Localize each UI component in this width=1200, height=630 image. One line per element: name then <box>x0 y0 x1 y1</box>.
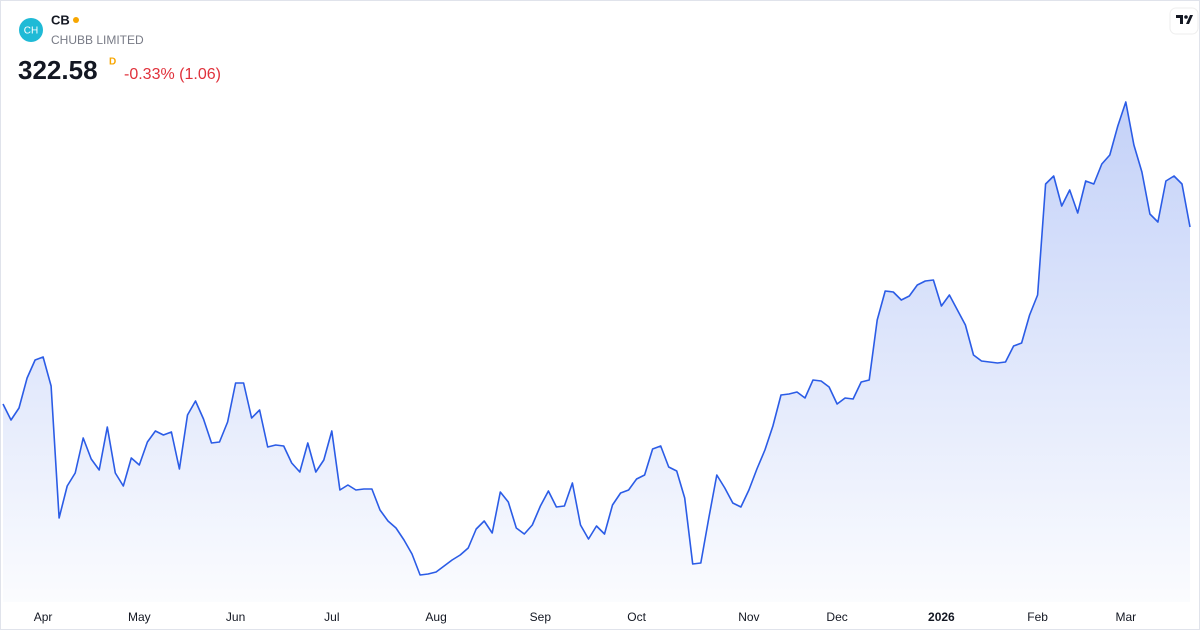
status-dot <box>73 17 79 23</box>
x-tick-label: 2026 <box>928 610 955 624</box>
x-tick-label: Aug <box>425 610 446 624</box>
x-tick-label: Dec <box>826 610 847 624</box>
x-tick-label: Feb <box>1027 610 1048 624</box>
x-tick-label: Apr <box>34 610 53 624</box>
x-tick-label: Sep <box>530 610 552 624</box>
x-tick-label: Nov <box>738 610 759 624</box>
symbol: CB <box>51 12 70 27</box>
company: CHUBB LIMITED <box>51 33 144 47</box>
logo-text: CH <box>24 26 38 37</box>
price: 322.58 <box>18 55 98 85</box>
logo <box>19 18 43 42</box>
area <box>3 102 1190 602</box>
x-tick-label: Mar <box>1116 610 1137 624</box>
x-tick-label: Jul <box>324 610 339 624</box>
price-line <box>2 101 1191 576</box>
tv-logo <box>1169 7 1199 35</box>
interval: D <box>109 57 116 68</box>
x-tick-label: Jun <box>226 610 245 624</box>
x-tick-label: May <box>128 610 151 624</box>
change: -0.33% (1.06) <box>124 66 221 83</box>
x-tick-label: Oct <box>627 610 646 624</box>
